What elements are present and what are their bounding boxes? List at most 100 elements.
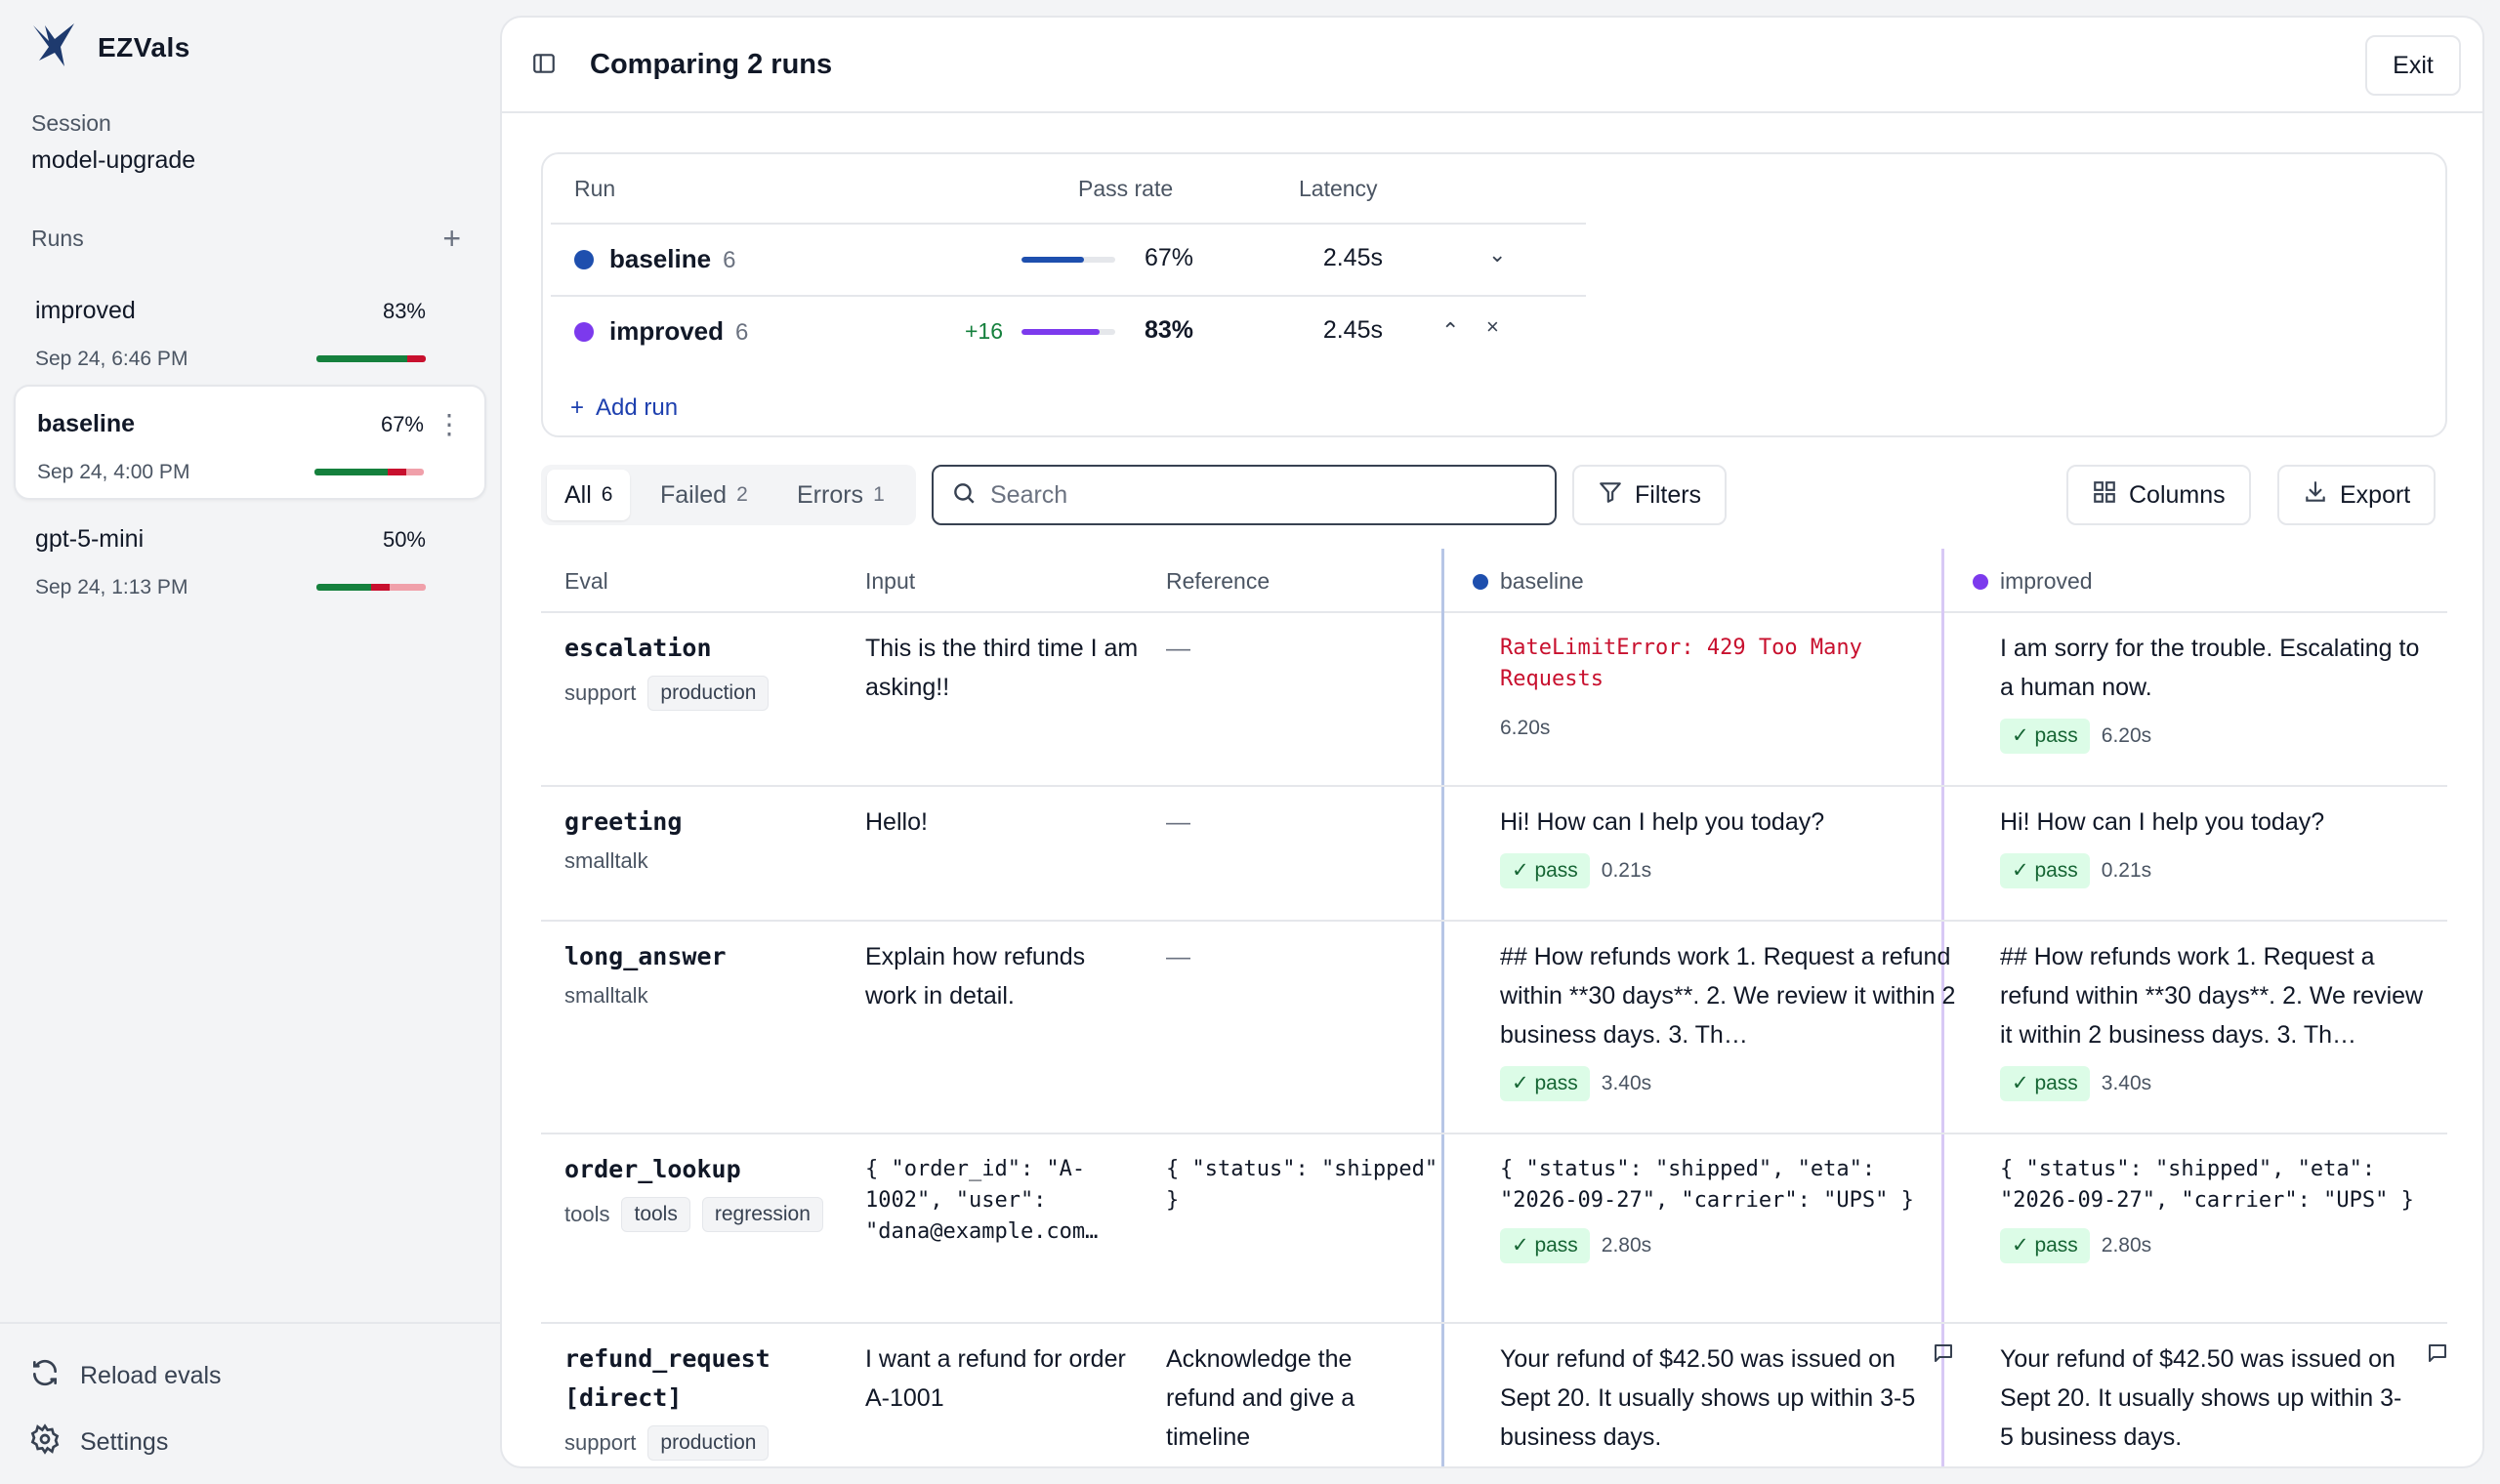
- runs-header: Runs +: [31, 223, 461, 254]
- sidebar-footer: Reload evals Settings: [0, 1322, 500, 1456]
- compare-run-count: 6: [723, 247, 736, 273]
- tab-errors[interactable]: Errors 1: [779, 470, 902, 520]
- table-header: Eval Input Reference baseline improved: [541, 549, 2447, 613]
- improved-output-cell: Hi! How can I help you today? ✓ pass 0.2…: [2000, 803, 2439, 890]
- tag[interactable]: tools: [621, 1197, 690, 1232]
- table-row[interactable]: long_answer smalltalk Explain how refund…: [541, 922, 2447, 1134]
- tag[interactable]: regression: [701, 1197, 823, 1232]
- run-color-dot: [574, 250, 594, 269]
- baseline-column-divider: [1441, 549, 1444, 1466]
- eval-meta: support production: [564, 676, 848, 711]
- input-cell: I want a refund for order A-1001: [865, 1345, 1126, 1412]
- compare-pass-rate: 67%: [1144, 244, 1193, 271]
- reload-evals-button[interactable]: Reload evals: [29, 1357, 222, 1395]
- run-item-baseline[interactable]: baseline 67% ⋮ Sep 24, 4:00 PM: [14, 385, 486, 500]
- run-pass-rate: 50%: [382, 527, 426, 552]
- search-input[interactable]: [990, 480, 1537, 510]
- improved-output-cell: I am sorry for the trouble. Escalating t…: [2000, 629, 2439, 756]
- table-row[interactable]: refund_request [direct] support producti…: [541, 1324, 2449, 1466]
- table-row[interactable]: escalation support production This is th…: [541, 613, 2447, 787]
- close-icon[interactable]: ×: [1486, 314, 1499, 339]
- improved-output-cell: Your refund of $42.50 was issued on Sept…: [2000, 1345, 2402, 1451]
- download-icon: [2303, 479, 2328, 512]
- run-date: Sep 24, 6:46 PM: [35, 348, 188, 370]
- eval-name: long_answer: [564, 942, 727, 970]
- comment-icon[interactable]: [1932, 1341, 1955, 1370]
- reload-icon: [29, 1357, 61, 1395]
- dataset-label: smalltalk: [564, 983, 648, 1008]
- reference-cell: { "status": "shipped" }: [1166, 1157, 1438, 1213]
- improved-column-header[interactable]: improved: [1973, 568, 2093, 595]
- dataset-label: support: [564, 680, 637, 705]
- baseline-output-cell: Your refund of $42.50 was issued on Sept…: [1500, 1345, 1916, 1451]
- eval-meta: smalltalk: [564, 844, 848, 879]
- session-name[interactable]: model-upgrade: [31, 146, 196, 174]
- page-title: Comparing 2 runs: [590, 49, 833, 80]
- output-text: Hi! How can I help you today?: [2000, 808, 2325, 836]
- compare-latency: 2.45s: [1322, 244, 1383, 271]
- main-panel: Comparing 2 runs Exit Run Pass rate Late…: [500, 16, 2484, 1468]
- filters-button[interactable]: Filters: [1572, 465, 1728, 525]
- grid-icon: [2092, 479, 2117, 512]
- pass-rate-bar: [1021, 257, 1115, 263]
- run-date: Sep 24, 1:13 PM: [35, 576, 188, 598]
- compare-latency: 2.45s: [1322, 316, 1383, 344]
- pass-badge: ✓ pass: [1500, 853, 1590, 888]
- output-text: I am sorry for the trouble. Escalating t…: [2000, 635, 2420, 701]
- tag[interactable]: production: [647, 676, 770, 711]
- reference-cell: —: [1166, 635, 1190, 662]
- pass-segment: [314, 469, 389, 475]
- output-text: ## How refunds work 1. Request a refund …: [2000, 943, 2424, 1049]
- run-item-improved[interactable]: improved 83% Sep 24, 6:46 PM: [14, 273, 486, 389]
- output-text: { "status": "shipped", "eta": "2026-09-2…: [2000, 1157, 2414, 1213]
- eval-meta: tools tools regression: [564, 1197, 848, 1232]
- pass-badge: ✓ pass: [2000, 853, 2090, 888]
- table-row[interactable]: order_lookup tools tools regression { "o…: [541, 1134, 2447, 1324]
- table-row[interactable]: greeting smalltalk Hello! — Hi! How can …: [541, 787, 2447, 922]
- run-date: Sep 24, 4:00 PM: [37, 461, 190, 483]
- add-run-plus-icon[interactable]: +: [442, 221, 461, 256]
- tab-count: 6: [601, 483, 613, 506]
- tag[interactable]: production: [647, 1425, 770, 1461]
- improved-output-cell: { "status": "shipped", "eta": "2026-09-2…: [2000, 1154, 2449, 1265]
- input-cell: Hello!: [865, 808, 928, 836]
- baseline-column-header[interactable]: baseline: [1473, 568, 1584, 595]
- comparison-card: Run Pass rate Latency baseline 6 67% 2.45…: [541, 152, 2447, 437]
- tab-failed[interactable]: Failed 2: [643, 470, 766, 520]
- sidebar-toggle-icon[interactable]: [531, 51, 557, 81]
- more-options-icon[interactable]: ⋮: [436, 409, 463, 439]
- add-run-button[interactable]: + Add run: [570, 394, 679, 421]
- eval-meta: smalltalk: [564, 978, 848, 1013]
- tab-all[interactable]: All 6: [547, 470, 631, 520]
- run-item-gpt-5-mini[interactable]: gpt-5-mini 50% Sep 24, 1:13 PM: [14, 502, 486, 617]
- reload-evals-label: Reload evals: [80, 1362, 222, 1389]
- compare-run-name: baseline 6: [609, 244, 736, 273]
- chevron-down-icon[interactable]: ⌄: [1488, 242, 1507, 267]
- eval-cell: escalation support production: [564, 629, 848, 711]
- settings-button[interactable]: Settings: [29, 1423, 168, 1462]
- export-button[interactable]: Export: [2277, 465, 2437, 525]
- chevron-up-icon[interactable]: ⌃: [1441, 318, 1460, 343]
- latency-value: 0.21s: [1601, 859, 1652, 882]
- result-meta: ✓ pass 2.80s: [2000, 1226, 2449, 1265]
- columns-button[interactable]: Columns: [2066, 465, 2251, 525]
- result-meta: 6.20s: [1500, 709, 1969, 748]
- eval-name: order_lookup: [564, 1155, 741, 1183]
- eval-name: greeting: [564, 807, 683, 836]
- brand: EZVals: [31, 22, 190, 72]
- filters-label: Filters: [1635, 480, 1702, 509]
- eval-cell: refund_request [direct] support producti…: [564, 1340, 848, 1461]
- export-label: Export: [2340, 480, 2411, 509]
- dataset-label: tools: [564, 1202, 610, 1226]
- improved-output-cell: ## How refunds work 1. Request a refund …: [2000, 937, 2439, 1103]
- eval-cell: greeting smalltalk: [564, 803, 848, 879]
- result-meta: ✓ pass 0.21s: [1500, 851, 1969, 890]
- baseline-header-label: baseline: [1500, 568, 1584, 594]
- fail-segment: [388, 469, 407, 475]
- latency-value: 2.80s: [2101, 1234, 2152, 1257]
- exit-button[interactable]: Exit: [2365, 35, 2461, 96]
- comment-icon[interactable]: [2426, 1341, 2449, 1370]
- session-label: Session: [31, 110, 111, 136]
- baseline-output-cell: ## How refunds work 1. Request a refund …: [1500, 937, 1959, 1103]
- pass-badge: ✓ pass: [1500, 1228, 1590, 1263]
